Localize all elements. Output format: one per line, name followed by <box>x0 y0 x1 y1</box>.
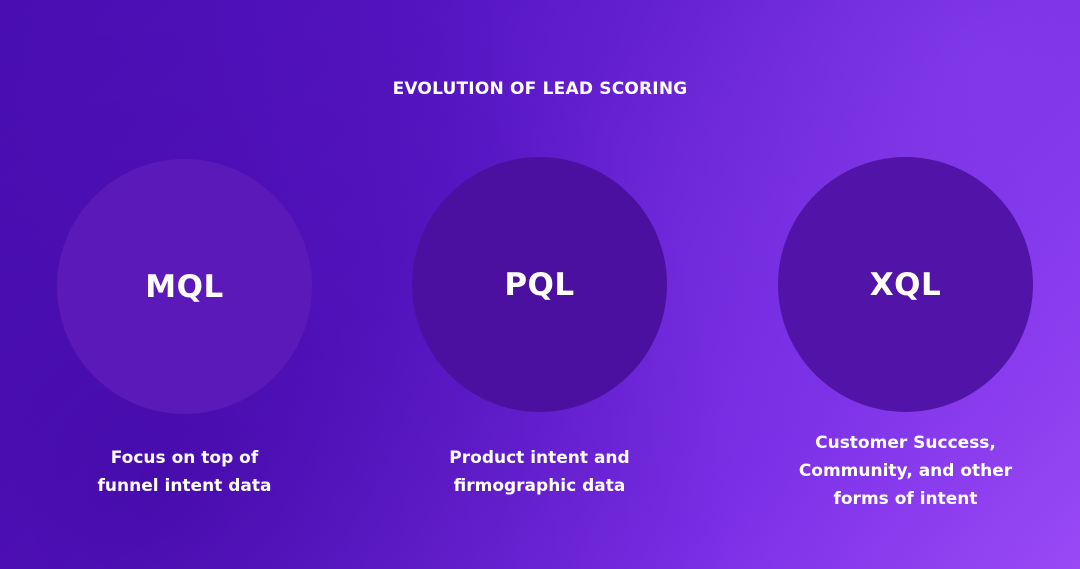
stage-label-mql: MQL <box>145 268 224 305</box>
stage-circle-pql: PQL <box>412 157 667 412</box>
stage-label-pql: PQL <box>504 266 575 303</box>
diagram-title: EVOLUTION OF LEAD SCORING <box>392 79 688 99</box>
stage-description-pql: Product intent and firmographic data <box>449 448 630 496</box>
stage-circle-xql: XQL <box>778 157 1033 412</box>
stage-description-xql: Customer Success, Community, and other f… <box>798 433 1013 509</box>
stage-label-xql: XQL <box>869 266 942 303</box>
stage-description-mql: Focus on top of funnel intent data <box>97 448 272 496</box>
stage-circle-mql: MQL <box>57 159 312 414</box>
